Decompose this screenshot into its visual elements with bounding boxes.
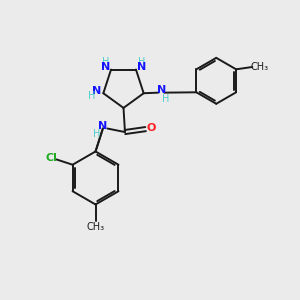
Text: CH₃: CH₃ [250, 62, 269, 72]
Text: H: H [162, 94, 169, 103]
Text: H: H [88, 91, 95, 100]
Text: N: N [101, 62, 110, 72]
Text: N: N [98, 121, 107, 131]
Text: H: H [93, 129, 100, 139]
Text: H: H [138, 57, 145, 67]
Text: Cl: Cl [45, 153, 57, 163]
Text: N: N [136, 62, 146, 72]
Text: O: O [146, 123, 156, 133]
Text: H: H [102, 57, 110, 67]
Text: N: N [92, 86, 101, 96]
Text: CH₃: CH₃ [86, 222, 105, 232]
Text: N: N [157, 85, 166, 95]
